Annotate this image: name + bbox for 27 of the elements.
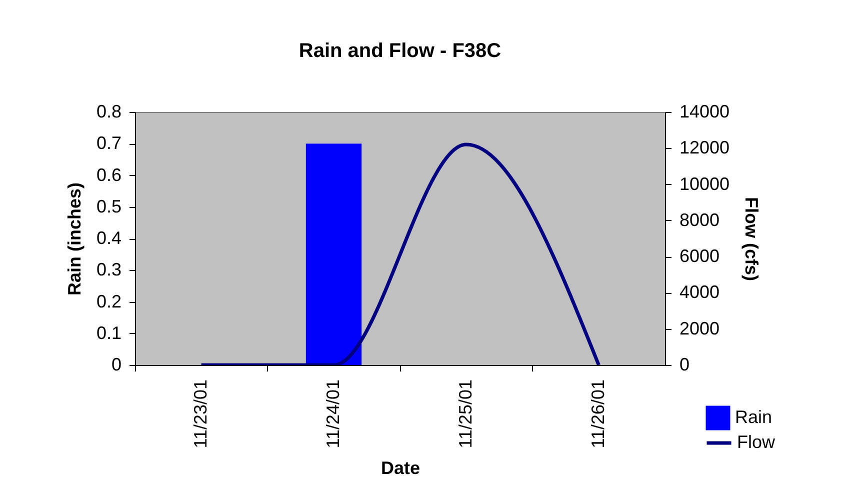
y-tick-label: 0.4	[96, 228, 122, 248]
y-tick-label: 0	[111, 354, 122, 374]
y-tick-label: 0.8	[96, 102, 122, 122]
legend-label: Rain	[735, 407, 772, 427]
y2-tick-label: 14000	[680, 102, 730, 122]
x-tick-label: 11/25/01	[455, 380, 476, 448]
y-tick-label: 0.5	[96, 196, 122, 216]
y2-tick-label: 10000	[680, 174, 730, 194]
y2-tick-label: 0	[680, 354, 690, 374]
y2-tick-label: 4000	[680, 282, 720, 302]
y2-axis-title: Flow (cfs)	[742, 197, 762, 282]
y-tick-label: 0.7	[96, 133, 122, 154]
y2-tick-label: 2000	[680, 318, 720, 338]
y2-tick-label: 6000	[680, 246, 720, 266]
x-tick-label: 11/24/01	[322, 380, 343, 448]
y2-tick-label: 8000	[680, 210, 720, 230]
x-tick-label: 11/26/01	[588, 380, 608, 448]
y-tick-label: 0.3	[96, 260, 122, 280]
chart-title: Rain and Flow - F38C	[298, 40, 502, 62]
y-tick-label: 0.2	[96, 291, 122, 312]
legend-label: Flow	[737, 432, 776, 452]
x-axis-title: Date	[380, 458, 420, 477]
y2-tick-label: 12000	[680, 138, 730, 158]
y-tick-label: 0.1	[96, 322, 122, 343]
x-tick-label: 11/23/01	[190, 380, 210, 448]
y-tick-label: 0.6	[96, 164, 122, 185]
y-axis-title: Rain (inches)	[64, 182, 84, 296]
